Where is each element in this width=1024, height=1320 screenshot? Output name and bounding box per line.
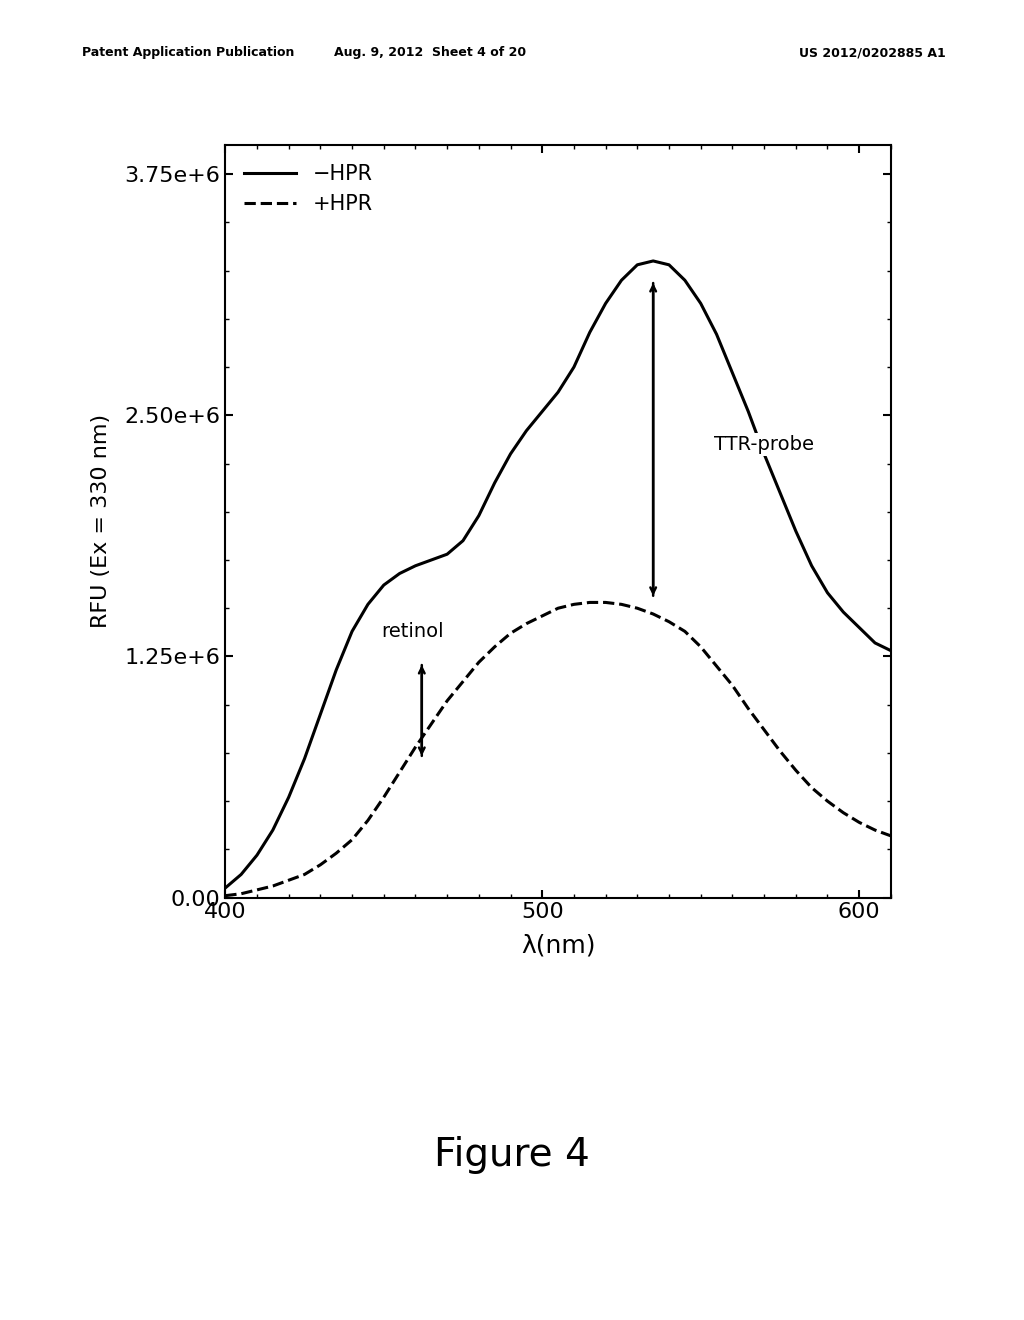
Text: Patent Application Publication: Patent Application Publication	[82, 46, 294, 59]
Y-axis label: RFU (Ex = 330 nm): RFU (Ex = 330 nm)	[90, 414, 111, 628]
Legend: −HPR, +HPR: −HPR, +HPR	[236, 156, 381, 223]
Text: Aug. 9, 2012  Sheet 4 of 20: Aug. 9, 2012 Sheet 4 of 20	[334, 46, 526, 59]
Text: Figure 4: Figure 4	[434, 1137, 590, 1173]
X-axis label: λ(nm): λ(nm)	[521, 933, 595, 957]
Text: TTR-probe: TTR-probe	[714, 434, 814, 454]
Text: US 2012/0202885 A1: US 2012/0202885 A1	[799, 46, 945, 59]
Text: retinol: retinol	[381, 622, 443, 642]
